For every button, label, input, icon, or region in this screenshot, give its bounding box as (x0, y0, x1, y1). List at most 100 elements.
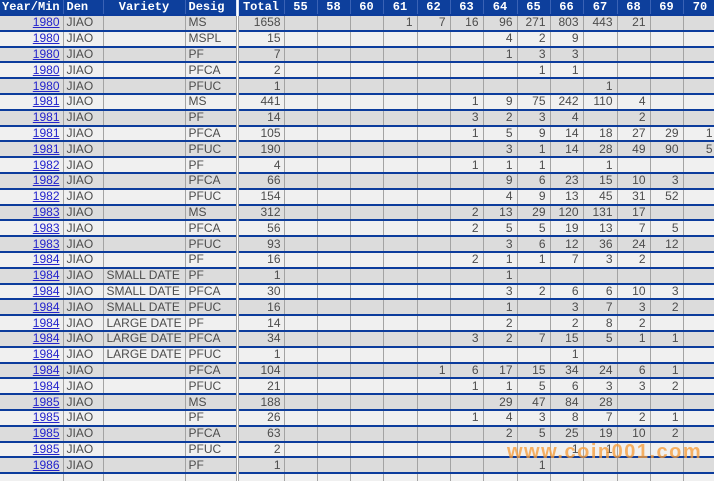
grade-62-cell (417, 109, 451, 127)
grade-70-cell (683, 251, 714, 269)
variety-cell: LARGE DATE (103, 346, 186, 364)
year-link[interactable]: 1984 (32, 347, 60, 362)
den-cell: JIAO (63, 204, 104, 222)
year-link[interactable]: 1986 (32, 457, 60, 472)
grade-64-cell: 4 (483, 30, 518, 48)
grade-65-cell (517, 267, 551, 285)
year-link[interactable]: 1980 (32, 62, 60, 77)
grade-64-cell: 2 (483, 315, 518, 332)
column-header-grade-67: 67 (583, 0, 618, 16)
year-link[interactable]: 1980 (32, 15, 60, 30)
year-link[interactable]: 1985 (32, 410, 60, 425)
header-row: Year/Min Den Variety Desig Total 55 58 60 61 62 63… (0, 0, 714, 16)
total-cell: 2 (235, 441, 285, 459)
grade-58-cell (317, 315, 351, 332)
year-link[interactable]: 1985 (32, 394, 60, 409)
grade-60-cell (350, 172, 384, 190)
total-cell: 26 (235, 409, 285, 427)
variety-cell: SMALL DATE (103, 283, 186, 301)
year-link[interactable]: 1984 (32, 268, 60, 283)
grade-60-cell (350, 204, 384, 222)
grade-67-cell: 24 (583, 362, 618, 380)
year-cell: 1985 (0, 394, 64, 411)
grade-63-cell: 6 (450, 362, 484, 380)
grade-61-cell (383, 172, 418, 190)
grade-67-cell: 6 (583, 283, 618, 301)
year-link[interactable]: 1983 (32, 236, 60, 251)
den-cell: JIAO (63, 188, 104, 206)
grade-63-cell (450, 315, 484, 332)
table-row: 1984 JIAO PFCA 104 1 6 17 15 34 24 6 1 (0, 362, 714, 380)
year-link[interactable]: 1981 (32, 110, 60, 125)
grade-62-cell (417, 457, 451, 475)
den-cell: JIAO (63, 78, 104, 95)
grade-65-cell: 1 (517, 457, 551, 475)
year-link[interactable]: 1982 (32, 157, 60, 172)
grade-55-cell (284, 204, 318, 222)
year-link[interactable]: 1980 (32, 31, 60, 46)
year-cell: 1982 (0, 172, 64, 190)
year-link[interactable]: 1981 (32, 141, 60, 156)
grade-68-cell: 27 (617, 125, 651, 143)
year-cell: 1980 (0, 15, 64, 32)
grade-68-cell (617, 473, 651, 481)
grade-55-cell (284, 330, 318, 348)
variety-cell (103, 15, 186, 32)
grade-64-cell: 1 (483, 46, 518, 64)
grade-55-cell (284, 188, 318, 206)
grade-60-cell (350, 330, 384, 348)
den-cell: JIAO (63, 62, 104, 80)
year-link[interactable]: 1981 (32, 125, 60, 140)
desig-cell: PFUC (185, 378, 238, 396)
grade-58-cell (317, 236, 351, 253)
grade-55-cell (284, 78, 318, 95)
grade-68-cell: 24 (617, 236, 651, 253)
year-cell: 1985 (0, 409, 64, 427)
grade-62-cell (417, 283, 451, 301)
year-link[interactable]: 1984 (32, 378, 60, 393)
year-link[interactable]: 1982 (32, 173, 60, 188)
grade-61-cell (383, 251, 418, 269)
year-link[interactable]: 1983 (32, 220, 60, 235)
table-row: 1982 JIAO PFCA 66 9 6 23 15 10 3 (0, 172, 714, 190)
year-link[interactable]: 1984 (32, 252, 60, 267)
year-link[interactable]: 1981 (32, 94, 60, 109)
grade-63-cell (450, 425, 484, 443)
year-link[interactable]: 1984 (32, 315, 60, 330)
grade-66-cell: 120 (550, 204, 584, 222)
year-link[interactable]: 1982 (32, 189, 60, 204)
grade-67-cell: 5 (583, 330, 618, 348)
grade-69-cell (650, 441, 684, 459)
grade-60-cell (350, 251, 384, 269)
grade-66-cell: 4 (550, 109, 584, 127)
grade-70-cell (683, 330, 714, 348)
year-link[interactable]: 1984 (32, 362, 60, 377)
year-link[interactable]: 1983 (32, 204, 60, 219)
partial-table-row (0, 473, 714, 481)
column-header-grade-62: 62 (417, 0, 451, 16)
grade-66-cell: 803 (550, 15, 584, 32)
year-link[interactable]: 1980 (32, 78, 60, 93)
grade-60-cell (350, 425, 384, 443)
grade-68-cell: 4 (617, 93, 651, 111)
grade-58-cell (317, 78, 351, 95)
year-link[interactable]: 1985 (32, 441, 60, 456)
grade-64-cell: 5 (483, 220, 518, 238)
grade-65-cell: 3 (517, 46, 551, 64)
grade-63-cell (450, 394, 484, 411)
grade-61-cell (383, 267, 418, 285)
desig-cell: MS (185, 93, 238, 111)
grade-61-cell (383, 62, 418, 80)
year-link[interactable]: 1984 (32, 299, 60, 314)
year-link[interactable]: 1984 (32, 283, 60, 298)
year-link[interactable]: 1985 (32, 426, 60, 441)
den-cell: JIAO (63, 330, 104, 348)
total-cell: 312 (235, 204, 285, 222)
year-link[interactable]: 1980 (32, 46, 60, 61)
grade-62-cell (417, 409, 451, 427)
grade-67-cell: 28 (583, 394, 618, 411)
year-link[interactable]: 1984 (32, 331, 60, 346)
grade-55-cell (284, 109, 318, 127)
grade-67-cell: 19 (583, 425, 618, 443)
grade-61-cell (383, 299, 418, 317)
